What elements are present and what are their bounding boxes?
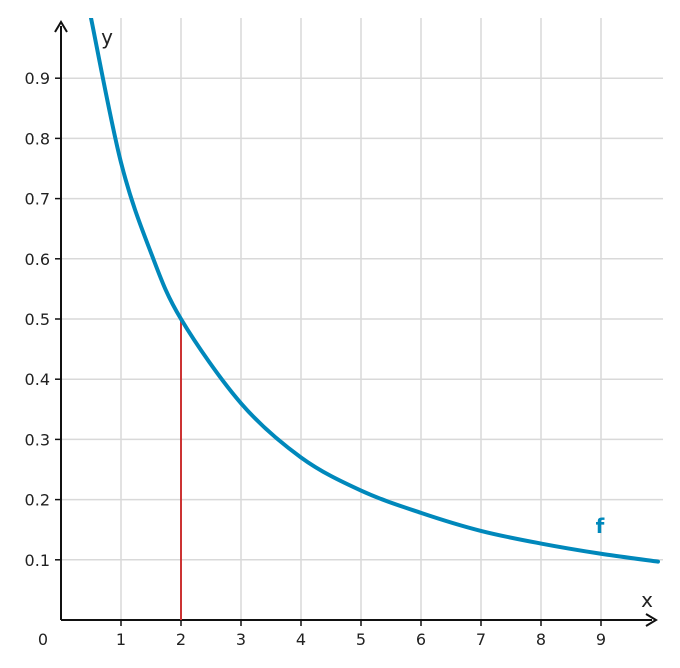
y-tick-label: 0.7 [25,190,50,209]
x-tick-label: 1 [116,630,126,649]
x-tick-label: 8 [536,630,546,649]
y-tick-label: 0.3 [25,430,50,449]
y-axis-title: y [101,25,113,49]
axes [54,20,658,627]
x-tick-label: 7 [476,630,486,649]
y-tick-label: 0.5 [25,310,50,329]
x-tick-label: 3 [236,630,246,649]
curve-label-f: f [596,514,605,538]
y-tick-label: 0.2 [25,491,50,510]
x-tick-label: 4 [296,630,306,649]
grid [61,18,663,620]
x-tick-label: 2 [176,630,186,649]
y-axis-arrow [54,20,68,33]
series-line-f [89,18,660,564]
x-tick-label: 5 [356,630,366,649]
tick-labels: 1 2 3 4 5 6 7 8 9 0.1 0.2 0.3 0.4 0.5 0.6 0.7 0.8 0.9 [25,69,607,649]
y-tick-label: 0.8 [25,129,50,148]
origin-label: 0 [38,630,48,649]
x-axis-title: x [641,588,653,612]
x-tick-label: 9 [596,630,606,649]
x-axis-arrow [645,613,658,627]
y-tick-label: 0.6 [25,250,50,269]
y-tick-label: 0.1 [25,551,50,570]
y-tick-label: 0.4 [25,370,50,389]
series [89,18,660,564]
x-tick-label: 6 [416,630,426,649]
y-tick-label: 0.9 [25,69,50,88]
